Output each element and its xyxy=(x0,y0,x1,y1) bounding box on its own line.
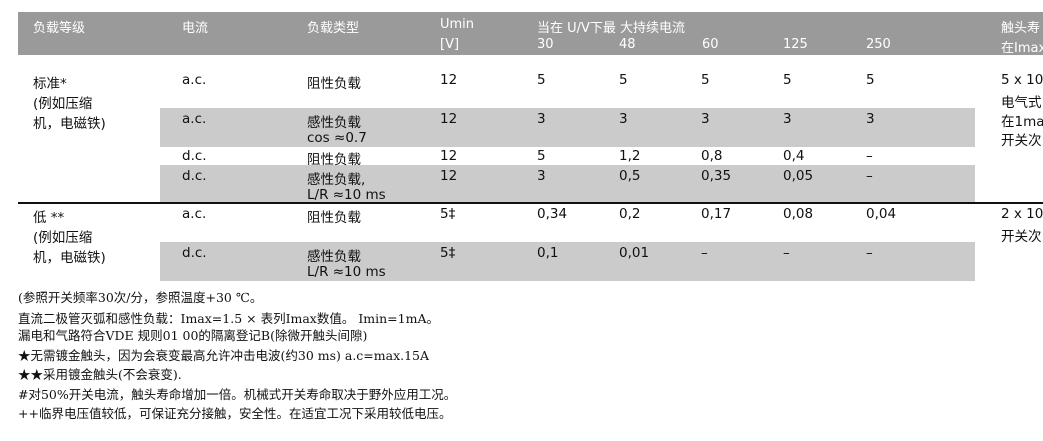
max-current-value: 0,8 xyxy=(701,148,723,164)
current-type: d.c. xyxy=(182,168,207,184)
max-current-value: 5 xyxy=(619,72,628,88)
header-umin-unit: [V] xyxy=(440,37,460,52)
current-type: d.c. xyxy=(182,245,207,261)
load-type: L/R ≈10 ms xyxy=(307,264,386,280)
group-divider xyxy=(18,202,1043,204)
max-current-value: 3 xyxy=(866,111,875,127)
max-current-value: 5 xyxy=(783,72,792,88)
row-band xyxy=(160,242,975,281)
max-current-value: 0,04 xyxy=(866,206,897,222)
max-current-value: – xyxy=(866,148,873,164)
max-current-value: – xyxy=(866,245,873,261)
max-current-value: 1,2 xyxy=(619,148,641,164)
max-current-value: – xyxy=(866,168,873,184)
max-current-value: 5 xyxy=(701,72,710,88)
max-current-value: – xyxy=(701,245,708,261)
umin-value: 5‡ xyxy=(440,206,456,222)
current-type: a.c. xyxy=(182,111,207,127)
header-voltage: 125 xyxy=(783,37,808,52)
load-grade: 机，电磁铁) xyxy=(33,250,106,266)
max-current-value: 5 xyxy=(537,148,546,164)
max-current-value: 5 xyxy=(537,72,546,88)
contact-life: 开关次 xyxy=(1001,133,1042,149)
row-band xyxy=(160,165,975,203)
header-life-sub: 在Imax xyxy=(1001,41,1043,56)
footnote: 漏电和气路符合VDE 规则01 00的隔离登记B(除微开触头间隙) xyxy=(18,328,368,343)
umin-value: 12 xyxy=(440,168,458,184)
header-umin: Umin xyxy=(440,17,475,32)
table-header: 负载等级 电流 负载类型 Umin [V] 当在 U/V下最 大持续电流 30 … xyxy=(18,12,1043,56)
max-current-value: 3 xyxy=(537,168,546,184)
header-voltage: 250 xyxy=(866,37,891,52)
max-current-value: 5 xyxy=(866,72,875,88)
header-voltage: 48 xyxy=(619,37,636,52)
load-grade: (例如压缩 xyxy=(33,230,93,246)
header-max-current: 当在 U/V下最 大持续电流 xyxy=(537,21,686,36)
max-current-value: 0,05 xyxy=(783,168,814,184)
contact-life: 5 x 10 xyxy=(1001,72,1043,88)
footnote: (参照开关频率30次/分，参照温度+30 ℃。 xyxy=(18,290,263,305)
load-grade: 低 ** xyxy=(33,210,65,226)
max-current-value: 3 xyxy=(619,111,628,127)
load-type: 感性负载 xyxy=(307,249,361,265)
load-type: 阻性负载 xyxy=(307,76,361,92)
header-load-type: 负载类型 xyxy=(307,21,360,36)
contact-life: 开关次 xyxy=(1001,229,1042,245)
footnote: #对50%开关电流，触头寿命增加一倍。机械式开关寿命取决于野外应用工况。 xyxy=(18,387,457,402)
load-type: L/R ≈10 ms xyxy=(307,187,386,203)
load-grade: 标准* xyxy=(33,76,67,92)
max-current-value: 0,34 xyxy=(537,206,568,222)
max-current-value: 3 xyxy=(701,111,710,127)
current-type: d.c. xyxy=(182,148,207,164)
load-grade: 机，电磁铁) xyxy=(33,116,106,132)
footnote: ★无需镀金触头，因为会衰变最高允许冲击电波(约30 ms) a.c=max.15… xyxy=(18,348,430,363)
header-voltage: 60 xyxy=(702,37,719,52)
load-grade: (例如压缩 xyxy=(33,96,93,112)
max-current-value: 0,2 xyxy=(619,206,641,222)
max-current-value: 0,35 xyxy=(701,168,732,184)
umin-value: 12 xyxy=(440,148,458,164)
max-current-value: 0,5 xyxy=(619,168,641,184)
current-type: a.c. xyxy=(182,72,207,88)
row-band xyxy=(160,108,975,147)
umin-value: 5‡ xyxy=(440,245,456,261)
load-type: 感性负载 xyxy=(307,115,361,131)
max-current-value: 0,17 xyxy=(701,206,732,222)
max-current-value: 0,01 xyxy=(619,245,650,261)
max-current-value: 0,4 xyxy=(783,148,805,164)
header-current: 电流 xyxy=(182,21,209,36)
footnote: ++临界电压值较低，可保证充分接触，安全性。在适宜工况下采用较低电压。 xyxy=(18,406,452,421)
max-current-value: 3 xyxy=(537,111,546,127)
header-life: 触头寿 xyxy=(1001,21,1041,36)
contact-life: 在1ma xyxy=(1001,114,1043,130)
load-type: 感性负载, xyxy=(307,172,366,188)
footnote: ★★采用镀金触头(不会衰变). xyxy=(18,367,182,382)
footnote: 直流二极管灭弧和感性负载：Imax=1.5 × 表列Imax数值。 Imin=1… xyxy=(18,311,439,326)
header-grade: 负载等级 xyxy=(33,21,86,36)
load-type: cos ≈0.7 xyxy=(307,130,367,146)
contact-life: 2 x 10 xyxy=(1001,206,1043,222)
max-current-value: 0,08 xyxy=(783,206,814,222)
load-type: 阻性负载 xyxy=(307,152,361,168)
load-type: 阻性负载 xyxy=(307,210,361,226)
contact-life: 电气式 xyxy=(1001,95,1042,111)
max-current-value: 3 xyxy=(783,111,792,127)
current-type: a.c. xyxy=(182,206,207,222)
header-voltage: 30 xyxy=(537,37,554,52)
max-current-value: – xyxy=(783,245,790,261)
max-current-value: 0,1 xyxy=(537,245,559,261)
umin-value: 12 xyxy=(440,111,458,127)
umin-value: 12 xyxy=(440,72,458,88)
